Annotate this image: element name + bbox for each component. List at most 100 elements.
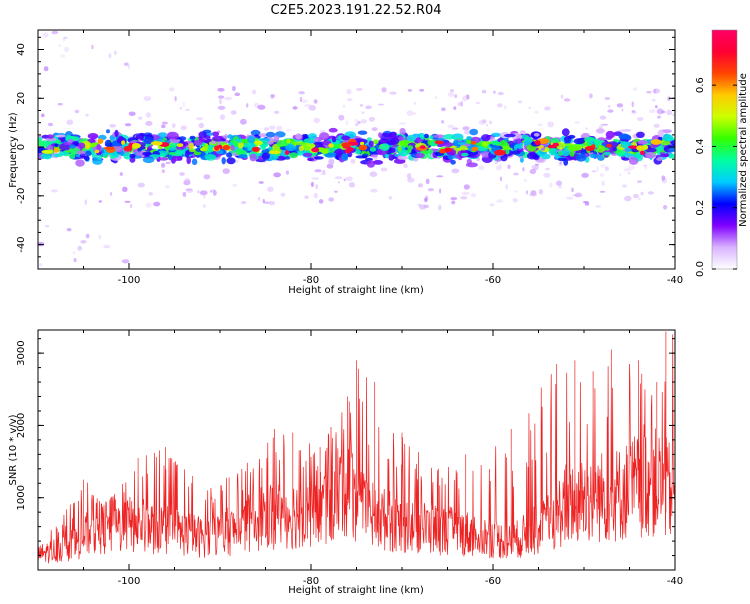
spectrogram-noise-blob: [346, 98, 353, 102]
spectrogram-noise-blob: [246, 103, 249, 108]
spectrogram-band-blob: [221, 157, 226, 165]
spectrogram-noise-blob: [453, 106, 457, 110]
spectrogram-noise-blob: [504, 104, 507, 110]
spectrogram-noise-blob: [499, 163, 502, 169]
spectrogram-noise-blob: [103, 244, 111, 249]
spectrogram-noise-blob: [649, 109, 656, 114]
spectrogram-noise-blob: [621, 184, 627, 189]
spectrogram-noise-blob: [285, 170, 289, 175]
spectrogram-band-blob: [178, 136, 187, 141]
spectrogram-band-blob: [89, 142, 97, 148]
spectrogram-noise-blob: [591, 170, 597, 173]
spectrogram-noise-blob: [600, 123, 609, 126]
spectrogram-noise-blob: [619, 173, 622, 177]
spectrogram-noise-blob: [549, 182, 553, 188]
spectrogram-band-blob: [68, 144, 76, 149]
spectrogram-noise-blob: [130, 203, 133, 209]
spectrogram-noise-blob: [449, 89, 455, 93]
spectrogram-band-blob: [526, 152, 538, 160]
spectrogram-noise-blob: [496, 199, 504, 203]
spectrogram-noise-blob: [258, 196, 260, 201]
spectrogram-band-blob: [622, 157, 630, 161]
spectrogram-noise-blob: [512, 198, 518, 203]
spectrogram-band-blob: [185, 151, 190, 158]
spectrogram-noise-blob: [240, 118, 247, 125]
spectrogram-noise-blob: [298, 91, 306, 95]
spectrogram-noise-blob: [589, 93, 593, 99]
spectrogram-band-blob: [612, 138, 620, 142]
spectrogram-noise-blob: [470, 193, 477, 198]
spectrogram-band-blob: [211, 131, 220, 137]
spectrogram-hot-spot: [344, 148, 352, 154]
spectrogram-noise-blob: [451, 168, 460, 174]
spectrogram-noise-blob: [184, 177, 191, 184]
spectrogram-noise-blob: [273, 172, 281, 178]
spectrogram-band-blob: [189, 135, 196, 140]
spectrogram-band-blob: [112, 142, 123, 147]
spectrogram-noise-blob: [74, 109, 80, 114]
spectrogram-noise-blob: [600, 164, 606, 168]
spectrogram-band-blob: [75, 159, 85, 167]
spectrogram-noise-blob: [478, 165, 485, 170]
spectrogram-noise-blob: [365, 105, 372, 110]
spectrogram-band-blob: [397, 155, 409, 160]
spectrogram-band-blob: [45, 137, 57, 142]
spectrogram-noise-blob: [182, 191, 187, 198]
spectrogram-noise-blob: [646, 91, 652, 94]
spectrogram-band-blob: [91, 153, 98, 159]
spectrogram-band-blob: [663, 134, 674, 142]
spectrogram-noise-blob: [657, 115, 661, 119]
spectrogram-band-blob: [54, 143, 59, 147]
spectrogram-y-tick-label: 40: [16, 43, 27, 56]
spectrogram-noise-blob: [199, 190, 208, 196]
spectrogram-hot-spot: [328, 143, 334, 148]
spectrogram-noise-blob: [661, 175, 666, 181]
spectrogram-noise-blob: [66, 228, 72, 232]
snr-x-tick-label: -80: [303, 576, 319, 587]
spectrogram-hot-spot: [471, 146, 479, 152]
spectrogram-noise-blob: [493, 90, 496, 94]
spectrogram-hot-spot: [308, 143, 316, 148]
spectrogram-band-blob: [193, 139, 203, 146]
spectrogram-band-blob: [569, 150, 575, 157]
spectrogram-band-blob: [628, 157, 639, 165]
spectrogram-noise-blob: [197, 190, 200, 194]
spectrogram-noise-blob: [607, 105, 611, 108]
spectrogram-band-blob: [504, 133, 516, 138]
spectrogram-noise-blob: [240, 200, 247, 205]
spectrogram-hot-spot: [584, 146, 595, 151]
spectrogram-band-blob: [567, 146, 578, 152]
spectrogram-band-blob: [450, 159, 456, 165]
spectrogram-band-blob: [519, 157, 524, 163]
spectrogram-noise-blob: [529, 193, 538, 197]
spectrogram-noise-blob: [644, 165, 647, 170]
spectrogram-band-blob: [406, 134, 417, 142]
spectrogram-noise-blob: [311, 177, 319, 180]
snr-series-line: [38, 331, 675, 564]
spectrogram-noise-blob: [627, 172, 631, 175]
spectrogram-noise-blob: [230, 110, 237, 115]
spectrogram-hot-spot: [650, 139, 662, 145]
spectrogram-hot-spot: [150, 141, 163, 146]
spectrogram-noise-blob: [653, 88, 657, 94]
spectrogram-band-blob: [309, 140, 315, 144]
spectrogram-noise-blob: [447, 124, 455, 129]
colorbar-tick-label: 0.2: [695, 200, 706, 216]
colorbar-tick-label: 0.4: [695, 138, 706, 154]
spectrogram-noise-blob: [85, 113, 89, 117]
spectrogram-noise-blob: [525, 190, 529, 195]
spectrogram-band-blob: [96, 143, 101, 152]
spectrogram-band-blob: [372, 139, 380, 144]
spectrogram-x-axis-label: Height of straight line (km): [288, 285, 424, 296]
spectrogram-hot-spot: [534, 140, 541, 146]
spectrogram-band-blob: [226, 152, 233, 158]
spectrogram-band-blob: [457, 147, 469, 151]
spectrogram-y-tick-label: 20: [16, 92, 27, 105]
spectrogram-band-blob: [481, 134, 491, 142]
spectrogram-noise-blob: [406, 173, 412, 179]
spectrogram-band-blob: [142, 156, 155, 164]
spectrogram-band-blob: [499, 140, 508, 147]
spectrogram-noise-blob: [543, 172, 551, 178]
spectrogram-hot-spot: [176, 143, 184, 148]
